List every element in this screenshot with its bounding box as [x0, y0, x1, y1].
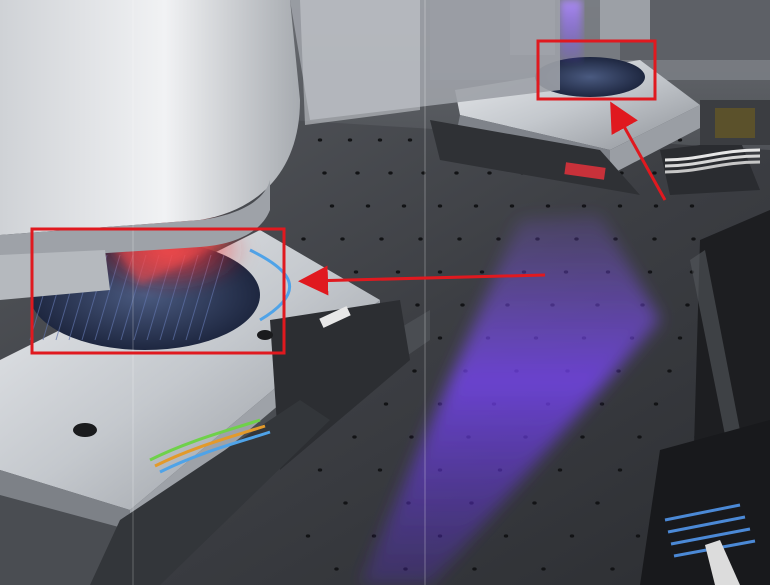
table-hole	[365, 204, 371, 208]
table-hole	[409, 435, 414, 439]
table-hole	[617, 468, 623, 472]
annotation-arrow-up	[610, 101, 667, 201]
table-hole	[487, 171, 492, 175]
table-hole	[437, 270, 443, 274]
table-hole	[460, 303, 465, 307]
table-hole	[496, 237, 501, 241]
table-hole	[617, 204, 623, 208]
table-hole	[415, 303, 420, 307]
table-hole	[437, 336, 443, 340]
highlight-box-small-stage	[536, 39, 657, 101]
table-hole	[685, 303, 690, 307]
cable-connector	[660, 100, 770, 195]
table-hole	[473, 204, 479, 208]
table-hole	[343, 501, 348, 505]
table-hole	[652, 171, 657, 175]
table-hole	[569, 534, 575, 538]
table-hole	[667, 369, 672, 373]
table-hole	[472, 567, 477, 571]
table-hole	[355, 171, 360, 175]
table-hole	[647, 270, 653, 274]
table-hole	[379, 237, 384, 241]
table-hole	[691, 237, 696, 241]
table-hole	[616, 369, 621, 373]
table-hole	[329, 204, 335, 208]
table-hole	[677, 138, 683, 142]
table-hole	[322, 171, 327, 175]
table-hole	[353, 270, 359, 274]
table-hole	[581, 204, 587, 208]
table-hole	[635, 534, 641, 538]
table-hole	[407, 138, 413, 142]
bottom-right-connector	[640, 420, 770, 585]
table-hole	[437, 204, 443, 208]
table-hole	[305, 534, 311, 538]
highlight-box-large-stage	[30, 227, 286, 355]
fluid-lines	[149, 248, 292, 474]
table-hole	[557, 468, 563, 472]
table-hole	[595, 501, 600, 505]
table-hole	[610, 567, 615, 571]
table-hole	[637, 435, 642, 439]
table-hole	[677, 336, 683, 340]
table-hole	[689, 204, 695, 208]
table-hole	[418, 237, 423, 241]
table-hole	[412, 369, 417, 373]
processing-head	[0, 0, 560, 300]
table-hole	[347, 138, 353, 142]
table-hole	[652, 237, 657, 241]
table-hole	[377, 468, 383, 472]
table-hole	[352, 435, 357, 439]
table-hole	[599, 402, 605, 406]
table-hole	[479, 270, 485, 274]
table-hole	[653, 402, 659, 406]
table-hole	[401, 204, 407, 208]
table-hole	[383, 402, 389, 406]
table-hole	[340, 237, 345, 241]
table-hole	[317, 468, 323, 472]
table-hole	[388, 171, 393, 175]
table-hole	[532, 501, 537, 505]
table-hole	[613, 237, 618, 241]
table-hole	[541, 567, 546, 571]
table-hole	[653, 204, 659, 208]
table-hole	[371, 534, 377, 538]
table-hole	[421, 171, 426, 175]
table-hole	[545, 204, 551, 208]
purple-beam	[360, 215, 660, 585]
table-hole	[377, 138, 383, 142]
annotation-arrow-left	[298, 265, 546, 296]
table-hole	[457, 237, 462, 241]
table-hole	[454, 171, 459, 175]
table-hole	[395, 270, 401, 274]
table-hole	[503, 534, 509, 538]
table-hole	[334, 567, 339, 571]
table-hole	[301, 237, 306, 241]
table-hole	[580, 435, 585, 439]
table-hole	[317, 138, 323, 142]
table-hole	[509, 204, 515, 208]
